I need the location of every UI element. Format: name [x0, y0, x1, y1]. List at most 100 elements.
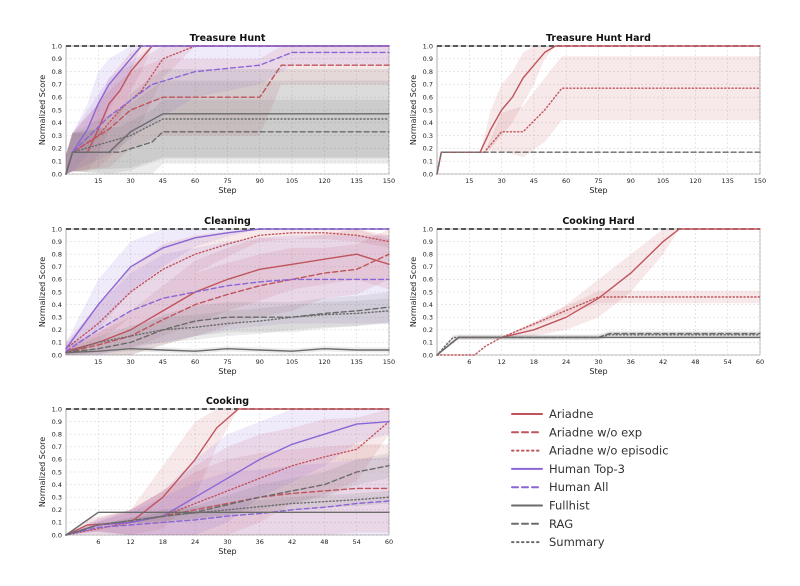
band-ariadne-w-o-episodic: [66, 409, 389, 535]
x-tick-label: 60: [191, 358, 199, 366]
x-tick-label: 150: [383, 177, 395, 185]
y-tick-label: 0.8: [52, 68, 62, 76]
band-summary: [66, 298, 389, 355]
y-tick-label: 0.8: [423, 251, 433, 259]
y-tick-label: 0.9: [52, 55, 62, 63]
y-tick-label: 0.3: [423, 314, 433, 322]
y-tick-label: 0.6: [423, 94, 433, 102]
legend-label: Ariadne w/o episodic: [549, 444, 669, 458]
series-fullhist: [65, 511, 390, 536]
y-tick-label: 0.5: [423, 288, 433, 296]
y-tick-label: 0.9: [423, 55, 433, 63]
chart-title: Treasure Hunt Hard: [546, 33, 651, 44]
chart-title: Cooking Hard: [562, 216, 634, 227]
legend-label: Ariadne w/o exp: [549, 425, 642, 439]
x-tick-label: 60: [385, 538, 393, 546]
band-ariadne-w-o-exp: [66, 229, 389, 355]
y-tick-label: 0.7: [423, 263, 433, 271]
band-rag: [66, 453, 389, 535]
panel-treasure-hunt: 0.0 0.1 0.2 0.3 0.4 0.5 0.6 0.7 0.8 0.9 1.0 15 30 45 6…: [38, 33, 395, 195]
band-human-top-3: [66, 229, 389, 355]
x-axis-label: Step: [589, 186, 607, 195]
x-tick-label: 75: [223, 358, 231, 366]
x-tick-label: 30: [126, 177, 134, 185]
x-tick-label: 105: [286, 358, 298, 366]
series-ariadne: [65, 408, 390, 536]
x-tick-label: 15: [94, 177, 102, 185]
y-tick-label: 0.6: [52, 276, 62, 284]
y-tick-label: 0.5: [423, 106, 433, 114]
y-axis-label: Normalized Score: [38, 437, 47, 507]
x-tick-label: 15: [94, 358, 102, 366]
legend-label: Ariadne: [549, 407, 594, 421]
y-tick-label: 0.3: [423, 132, 433, 140]
x-tick-label: 48: [691, 358, 699, 366]
band-fullhist: [66, 346, 389, 355]
x-tick-label: 90: [627, 177, 635, 185]
y-tick-label: 0.4: [52, 481, 62, 489]
x-tick-label: 18: [530, 358, 538, 366]
panel-cooking: 0.0 0.1 0.2 0.3 0.4 0.5 0.6 0.7 0.8 0.9 1.0 6 12 18 24…: [38, 396, 393, 556]
x-tick-label: 24: [562, 358, 570, 366]
legend-label: RAG: [549, 517, 573, 531]
legend-label: Fullhist: [549, 499, 590, 513]
x-tick-label: 60: [756, 358, 764, 366]
legend-item-rag: RAG: [511, 517, 573, 531]
series-human-top-3: [65, 228, 390, 350]
gridlines: [66, 408, 390, 536]
y-tick-label: 0.8: [52, 431, 62, 439]
x-tick-label: 24: [191, 538, 199, 546]
panel-cleaning: 0.0 0.1 0.2 0.3 0.4 0.5 0.6 0.7 0.8 0.9 1.0 15 30 45 6…: [38, 216, 395, 376]
y-tick-label: 0.6: [52, 94, 62, 102]
y-tick-label: 0.0: [423, 170, 433, 178]
x-axis-label: Step: [589, 367, 607, 376]
y-tick-label: 0.0: [52, 170, 62, 178]
x-tick-label: 150: [754, 177, 766, 185]
x-tick-label: 90: [256, 177, 264, 185]
panel-cooking-hard: 0.0 0.1 0.2 0.3 0.4 0.5 0.6 0.7 0.8 0.9 1.0 6 12 18 24…: [409, 216, 764, 376]
legend-item-human-all: Human All: [511, 480, 608, 494]
x-tick-label: 60: [562, 177, 570, 185]
x-tick-label: 30: [594, 358, 602, 366]
y-tick-label: 0.2: [52, 145, 62, 153]
x-tick-label: 18: [159, 538, 167, 546]
band-rag: [66, 99, 389, 174]
y-tick-label: 0.5: [52, 106, 62, 114]
x-tick-label: 42: [659, 358, 667, 366]
y-tick-label: 0.2: [52, 326, 62, 334]
chart-title: Treasure Hunt: [190, 33, 266, 44]
y-tick-label: 0.6: [423, 276, 433, 284]
band-ariadne-w-o-episodic: [66, 229, 389, 355]
series-human-all: [65, 278, 390, 352]
band-ariadne-w-o-episodic: [66, 46, 389, 174]
y-axis-label: Normalized Score: [409, 257, 418, 327]
legend-item-human-top-3: Human Top-3: [511, 462, 625, 476]
series-summary: [436, 334, 761, 356]
series-ariadne-w-o-episodic: [65, 420, 390, 536]
band-ariadne: [66, 229, 389, 355]
y-tick-label: 0.7: [52, 263, 62, 271]
band-ariadne: [66, 409, 389, 535]
panel-treasure-hunt-hard: 0.0 0.1 0.2 0.3 0.4 0.5 0.6 0.7 0.8 0.9 1.0 15 30 45 6…: [409, 33, 766, 195]
series-ariadne-w-o-exp: [65, 253, 390, 354]
x-axis-label: Step: [218, 367, 236, 376]
series-summary: [65, 496, 390, 536]
legend-item-summary: Summary: [511, 535, 605, 549]
legend-item-ariadne-w-o-episodic: Ariadne w/o episodic: [511, 444, 669, 458]
series-fullhist: [65, 348, 390, 354]
x-tick-label: 30: [126, 358, 134, 366]
y-tick-label: 0.9: [52, 238, 62, 246]
chart-title: Cleaning: [204, 216, 251, 227]
x-tick-label: 150: [383, 358, 395, 366]
y-tick-label: 0.0: [52, 351, 62, 359]
band-human-top-3: [66, 409, 389, 535]
series-summary: [65, 118, 390, 175]
legend: Ariadne Ariadne w/o exp Ariadne w/o episod…: [511, 407, 669, 549]
x-tick-label: 36: [627, 358, 635, 366]
x-tick-label: 75: [594, 177, 602, 185]
x-tick-label: 42: [288, 538, 296, 546]
y-axis-label: Normalized Score: [38, 257, 47, 327]
legend-label: Human Top-3: [549, 462, 625, 476]
x-tick-label: 60: [191, 177, 199, 185]
y-tick-label: 0.0: [423, 351, 433, 359]
